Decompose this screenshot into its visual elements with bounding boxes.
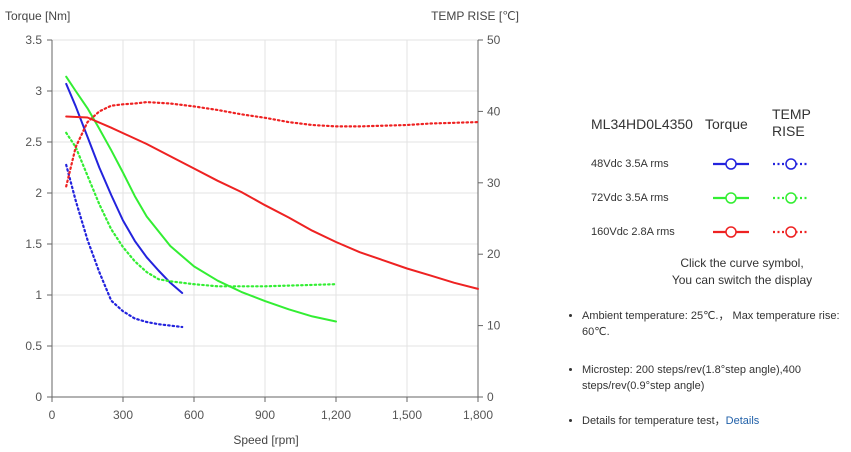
note-microstep-text: Microstep: 200 steps/rev(1.8°step angle)… — [582, 364, 802, 392]
x-tick-label: 1,200 — [321, 408, 351, 422]
legend-temp-header: TEMP RISE — [772, 106, 811, 139]
legend-row: 72Vdc 3.5A rms — [585, 184, 835, 218]
note-ambient-text: Ambient temperature: 25℃.， Max temperatu… — [582, 310, 840, 338]
y-left-tick-label: 0 — [35, 390, 42, 404]
legend-torque-symbol[interactable] — [711, 156, 751, 172]
legend-model-name: ML34HD0L4350 — [591, 116, 693, 132]
legend-torque-symbol[interactable] — [711, 224, 751, 240]
note-microstep: Microstep: 200 steps/rev(1.8°step angle)… — [582, 362, 851, 394]
y-right-tick-label: 50 — [487, 33, 501, 47]
y-left-tick-label: 2 — [35, 186, 42, 200]
y-right-axis-title: TEMP RISE [℃] — [431, 9, 519, 23]
x-tick-label: 600 — [184, 408, 204, 422]
y-left-axis-title: Torque [Nm] — [5, 9, 70, 23]
legend-header: ML34HD0L4350 Torque TEMP RISE — [585, 100, 835, 150]
legend-temp-rise-symbol[interactable] — [771, 224, 811, 240]
legend-row-label: 72Vdc 3.5A rms — [591, 192, 669, 204]
note-details: Details for temperature test，Details — [582, 413, 851, 429]
torque-series-line-4 — [65, 115, 479, 290]
y-right-tick-label: 20 — [487, 247, 501, 261]
x-tick-label: 900 — [255, 408, 275, 422]
y-left-tick-label: 2.5 — [25, 135, 42, 149]
legend-row: 160Vdc 2.8A rms — [585, 218, 835, 252]
legend-symbol-marker — [725, 192, 737, 204]
legend-panel: ML34HD0L4350 Torque TEMP RISE 48Vdc 3.5A… — [585, 100, 835, 252]
grid-lines — [51, 39, 479, 398]
legend-row: 48Vdc 3.5A rms — [585, 150, 835, 184]
y-left-tick-label: 0.5 — [25, 339, 42, 353]
torque-series-line-2 — [65, 75, 337, 323]
legend-rows: 48Vdc 3.5A rms 72Vdc 3.5A rms 160Vdc 2.8A … — [585, 150, 835, 252]
legend-symbol-marker — [785, 192, 797, 204]
x-tick-label: 1,500 — [392, 408, 422, 422]
x-axis-title: Speed [rpm] — [233, 433, 298, 447]
y-right-tick-label: 30 — [487, 176, 501, 190]
note-ambient: Ambient temperature: 25℃.， Max temperatu… — [582, 308, 851, 340]
y-left-tick-label: 3 — [35, 84, 42, 98]
x-tick-label: 1,800 — [463, 408, 493, 422]
legend-hint: Click the curve symbol, You can switch t… — [642, 255, 842, 289]
y-right-tick-label: 10 — [487, 319, 501, 333]
temp-rise-series-line-1 — [65, 163, 184, 329]
legend-symbol-marker — [725, 158, 737, 170]
series-layer — [65, 75, 480, 329]
x-tick-label: 300 — [113, 408, 133, 422]
y-right-tick-label: 0 — [487, 390, 494, 404]
y-left-tick-label: 1.5 — [25, 237, 42, 251]
notes-list: Ambient temperature: 25℃.， Max temperatu… — [568, 308, 851, 451]
y-left-tick-label: 3.5 — [25, 33, 42, 47]
temp-rise-series-line-3 — [65, 131, 338, 288]
legend-symbol-marker — [725, 226, 737, 238]
axes: 0 300 600 900 1,200 1,500 1,80000.511.522.533.… — [25, 33, 500, 422]
legend-torque-header: Torque — [705, 116, 748, 132]
x-tick-label: 0 — [49, 408, 56, 422]
legend-hint-line-2: You can switch the display — [671, 273, 813, 287]
legend-symbol-marker — [785, 226, 797, 238]
legend-temp-rise-symbol[interactable] — [771, 190, 811, 206]
legend-row-label: 48Vdc 3.5A rms — [591, 158, 669, 170]
torque-speed-chart: 0 300 600 900 1,200 1,500 1,80000.511.522.533.… — [5, 9, 519, 447]
legend-torque-symbol[interactable] — [711, 190, 751, 206]
legend-row-label: 160Vdc 2.8A rms — [591, 226, 675, 238]
legend-hint-line-1: Click the curve symbol, — [680, 256, 804, 270]
details-link[interactable]: Details — [725, 415, 760, 427]
temp-rise-series-line-5 — [65, 100, 480, 188]
y-right-tick-label: 40 — [487, 104, 501, 118]
torque-series-line-0 — [65, 82, 184, 294]
y-left-tick-label: 1 — [35, 288, 42, 302]
note-details-text: Details for temperature test， — [582, 415, 726, 427]
legend-temp-rise-symbol[interactable] — [771, 156, 811, 172]
legend-symbol-marker — [785, 158, 797, 170]
